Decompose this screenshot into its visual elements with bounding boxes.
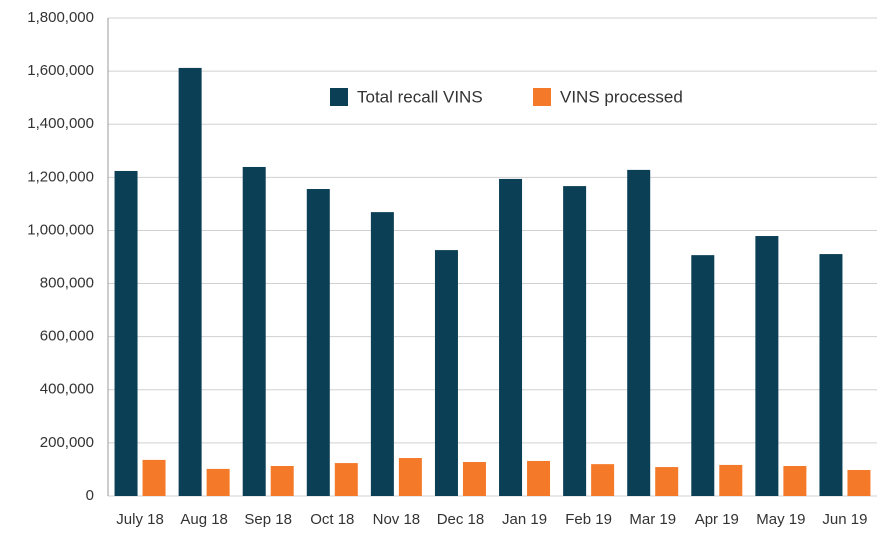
- bar: [434, 250, 458, 496]
- y-tick-label: 800,000: [40, 275, 94, 292]
- y-tick-label: 1,000,000: [27, 221, 94, 238]
- bar: [563, 186, 587, 496]
- x-tick-label: Nov 18: [373, 511, 421, 528]
- bar: [370, 212, 394, 497]
- x-tick-label: Jan 19: [502, 511, 547, 528]
- bar: [114, 170, 138, 496]
- y-tick-label: 400,000: [40, 381, 94, 398]
- bar: [178, 67, 202, 497]
- bar: [691, 255, 715, 496]
- bar: [334, 463, 358, 496]
- y-tick-label: 1,400,000: [27, 115, 94, 132]
- bar: [655, 467, 679, 496]
- x-tick-label: Mar 19: [629, 511, 676, 528]
- x-tick-label: Feb 19: [565, 511, 612, 528]
- x-tick-label: Oct 18: [310, 511, 354, 528]
- bar: [819, 254, 843, 496]
- bar: [847, 469, 871, 496]
- bar: [398, 458, 422, 496]
- y-tick-label: 1,600,000: [27, 62, 94, 79]
- bar: [462, 462, 486, 496]
- legend-label: Total recall VINS: [357, 87, 483, 106]
- x-tick-label: July 18: [116, 511, 164, 528]
- bar: [755, 236, 779, 496]
- legend-swatch: [330, 88, 348, 106]
- x-tick-label: Aug 18: [180, 511, 228, 528]
- bar: [783, 465, 807, 496]
- bar: [499, 178, 523, 496]
- legend-swatch: [533, 88, 551, 106]
- bar: [527, 460, 551, 496]
- x-tick-label: Dec 18: [437, 511, 485, 528]
- bar: [627, 169, 651, 497]
- bar: [270, 465, 294, 496]
- legend-label: VINS processed: [560, 87, 683, 106]
- y-tick-label: 600,000: [40, 328, 94, 345]
- bar: [719, 464, 743, 496]
- y-tick-label: 200,000: [40, 434, 94, 451]
- bar: [142, 459, 166, 496]
- bar: [206, 468, 230, 496]
- bar: [306, 189, 330, 497]
- x-tick-label: May 19: [756, 511, 805, 528]
- x-tick-label: Apr 19: [695, 511, 739, 528]
- x-tick-label: Sep 18: [244, 511, 292, 528]
- bar: [242, 166, 266, 496]
- x-tick-label: Jun 19: [822, 511, 867, 528]
- y-tick-label: 1,200,000: [27, 168, 94, 185]
- y-tick-label: 0: [86, 487, 94, 504]
- bar: [591, 464, 615, 496]
- y-tick-label: 1,800,000: [27, 9, 94, 26]
